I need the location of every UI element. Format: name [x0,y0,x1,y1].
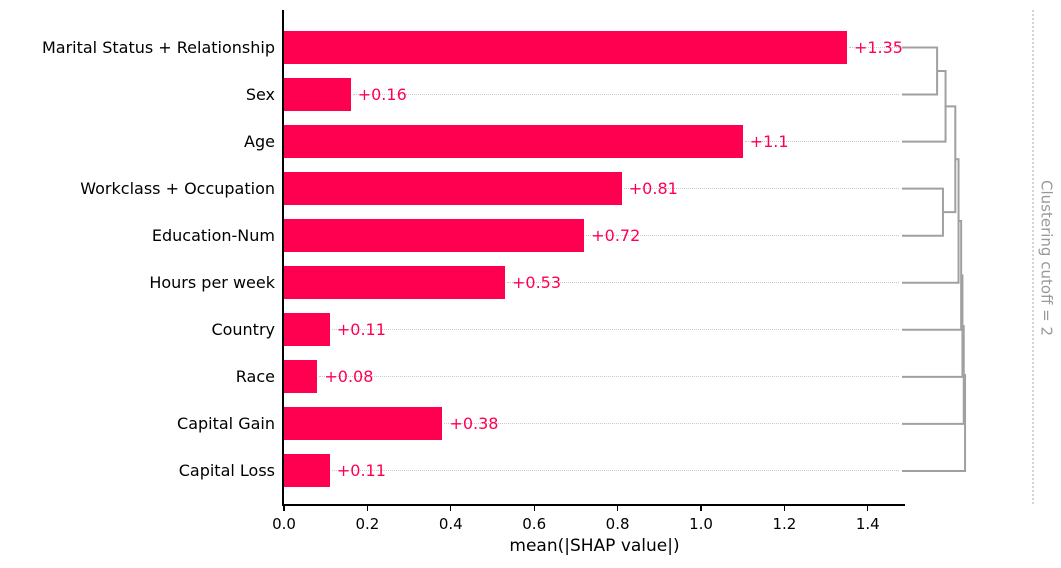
leader-dotted-line [319,376,899,378]
clustering-cutoff-line [1032,10,1034,504]
clustering-cutoff-label: Clustering cutoff = 2 [1037,180,1056,336]
shap-bar [284,407,443,441]
feature-label: Workclass + Occupation [80,178,275,198]
leader-dotted-line [744,140,899,142]
x-tick-mark [616,506,619,511]
leader-dotted-line [331,470,899,472]
feature-label: Capital Loss [178,460,275,480]
feature-label: Sex [245,84,275,104]
dendrogram-merge [902,70,947,143]
feature-label: Education-Num [151,225,275,245]
x-axis-label: mean(|SHAP value|) [509,536,680,556]
bar-value-label: +0.11 [336,460,386,480]
leader-dotted-line [352,93,899,95]
feature-label: Hours per week [149,272,275,292]
leader-dotted-line [623,187,899,189]
feature-label: Age [244,131,275,151]
bar-value-label: +0.53 [512,272,562,292]
shap-bar [284,31,847,64]
x-tick-label: 1.0 [689,515,713,533]
bar-value-label: +0.16 [357,84,407,104]
bar-value-label: +0.81 [628,178,678,198]
x-axis-spine [282,504,905,506]
x-tick-label: 1.4 [855,515,880,533]
feature-label: Marital Status + Relationship [41,37,275,57]
leader-dotted-line [848,46,899,48]
x-tick-mark [867,506,869,511]
shap-bar [284,360,318,394]
x-tick-label: 0.0 [272,515,296,533]
bar-value-label: +1.35 [853,37,903,57]
dendrogram-merge [902,219,963,331]
leader-dotted-line [444,423,899,425]
x-tick-label: 1.2 [772,515,797,533]
x-tick-mark [366,506,369,511]
shap-bar [284,219,585,253]
dendrogram-merge [902,46,939,96]
shap-bar [284,78,351,112]
bar-value-label: +0.38 [449,413,499,433]
x-tick-label: 0.4 [438,515,463,533]
dendrogram-merge [902,325,965,425]
shap-bar [284,313,330,347]
y-axis-spine [282,10,284,506]
dendrogram-merge [902,158,960,284]
shap-bar [284,454,330,488]
shap-bar [284,266,505,300]
shap-bar [284,125,743,159]
dendrogram-merge [902,187,944,237]
x-tick-mark [783,506,786,511]
feature-label: Country [211,319,275,339]
x-tick-label: 0.6 [522,515,547,533]
leader-dotted-line [507,282,899,283]
bar-value-label: +0.08 [324,366,374,386]
feature-label: Capital Gain [177,413,275,433]
x-tick-label: 0.2 [355,515,380,533]
x-tick-label: 0.8 [605,515,630,533]
bar-value-label: +0.11 [336,319,386,339]
dendrogram-merge [902,274,964,378]
x-tick-mark [533,506,535,511]
leader-dotted-line [586,234,899,236]
x-tick-mark [700,506,702,511]
x-tick-mark [450,506,452,511]
dendrogram-merge [902,374,967,472]
bar-value-label: +0.72 [591,225,641,245]
leader-dotted-line [331,329,899,331]
bar-value-label: +1.1 [749,131,789,151]
feature-label: Race [235,366,275,386]
shap-bar [284,172,622,206]
dendrogram-merge [942,105,957,214]
x-tick-mark [283,506,285,511]
